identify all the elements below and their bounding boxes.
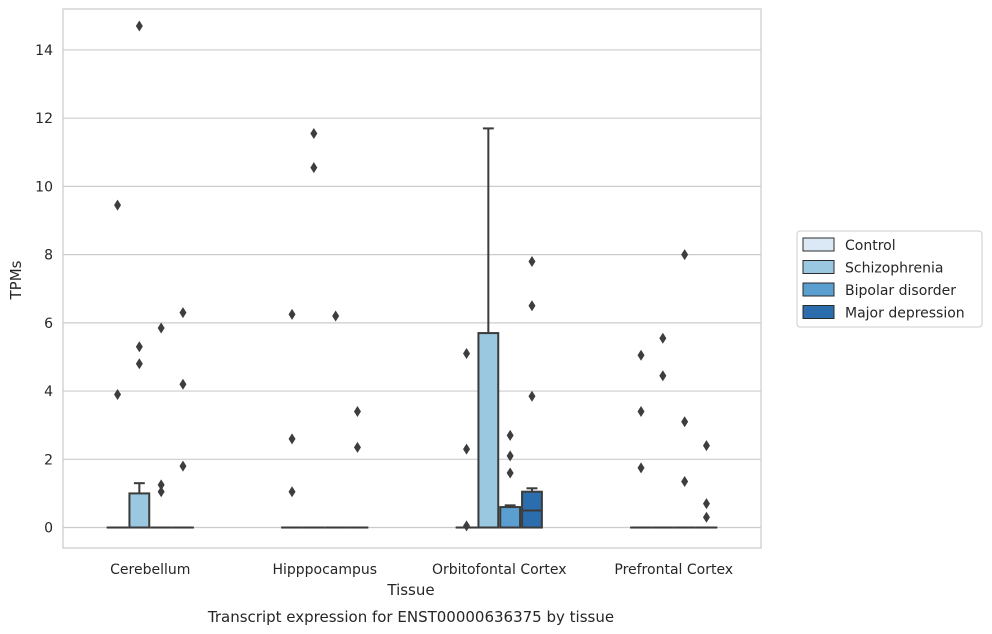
outlier-point bbox=[157, 322, 165, 334]
outlier-point bbox=[135, 20, 143, 32]
outlier-point bbox=[681, 475, 689, 487]
outlier-point bbox=[463, 348, 471, 360]
outlier-point bbox=[353, 406, 361, 418]
legend-label: Major depression bbox=[845, 306, 965, 322]
y-tick-label: 4 bbox=[44, 384, 53, 400]
outlier-point bbox=[332, 310, 340, 322]
box-body bbox=[477, 332, 500, 529]
outlier-point bbox=[288, 486, 296, 498]
y-tick-label: 10 bbox=[35, 179, 53, 195]
outlier-point bbox=[528, 255, 536, 267]
outlier-point bbox=[157, 479, 165, 491]
outlier-point bbox=[353, 441, 361, 453]
outlier-points bbox=[114, 20, 710, 532]
outlier-point bbox=[463, 520, 471, 532]
y-tick-label: 2 bbox=[44, 452, 53, 468]
outlier-point bbox=[179, 307, 187, 319]
y-tick-label: 0 bbox=[44, 521, 53, 537]
legend-frame bbox=[796, 230, 983, 328]
outlier-point bbox=[659, 370, 667, 382]
box-2-3 bbox=[521, 487, 543, 529]
y-tick-labels: 0 2 4 6 8 10 12 14 bbox=[35, 43, 53, 537]
outlier-point bbox=[528, 390, 536, 402]
x-tick-label: Hipppocampus bbox=[272, 562, 377, 578]
outlier-point bbox=[659, 332, 667, 344]
x-axis-title: Tissue bbox=[386, 581, 434, 599]
box-2-1 bbox=[477, 127, 500, 529]
y-tick-label: 14 bbox=[35, 43, 53, 59]
outlier-point bbox=[506, 429, 514, 441]
outlier-point bbox=[681, 416, 689, 428]
y-tick-label: 12 bbox=[35, 111, 53, 127]
legend-label: Schizophrenia bbox=[845, 261, 943, 277]
y-axis-title: TPMs bbox=[7, 260, 25, 300]
outlier-point bbox=[637, 462, 645, 474]
outlier-point bbox=[702, 498, 710, 510]
outlier-point bbox=[463, 443, 471, 455]
outlier-point bbox=[681, 249, 689, 261]
outlier-point bbox=[637, 349, 645, 361]
outlier-point bbox=[288, 433, 296, 445]
outlier-point bbox=[702, 440, 710, 452]
x-tick-labels: Cerebellum Hipppocampus Orbitofontal Corte… bbox=[110, 562, 733, 578]
x-tick-label: Orbitofontal Cortex bbox=[432, 562, 567, 578]
outlier-point bbox=[310, 162, 318, 174]
boxes bbox=[106, 127, 718, 529]
x-tick-label: Prefrontal Cortex bbox=[614, 562, 733, 578]
outlier-point bbox=[506, 467, 514, 479]
legend-swatch bbox=[802, 282, 835, 297]
legend: Control Schizophrenia Bipolar disorder Majo… bbox=[796, 230, 983, 328]
chart-caption: Transcript expression for ENST0000063637… bbox=[207, 608, 614, 626]
outlier-point bbox=[506, 450, 514, 462]
outlier-point bbox=[114, 388, 122, 400]
box-body bbox=[128, 492, 151, 529]
legend-label: Bipolar disorder bbox=[845, 283, 956, 299]
box-body bbox=[499, 506, 522, 529]
legend-swatch bbox=[802, 237, 835, 252]
outlier-point bbox=[288, 308, 296, 320]
outlier-point bbox=[135, 358, 143, 370]
box-2-2 bbox=[499, 504, 522, 529]
outlier-point bbox=[310, 128, 318, 140]
plot-area-frame bbox=[62, 8, 762, 549]
outlier-point bbox=[114, 199, 122, 211]
outlier-point bbox=[702, 511, 710, 523]
grid-lines bbox=[63, 49, 761, 529]
outlier-point bbox=[528, 300, 536, 312]
outlier-point bbox=[179, 378, 187, 390]
outlier-point bbox=[637, 406, 645, 418]
box-0-1 bbox=[128, 482, 151, 529]
legend-label: Control bbox=[845, 238, 896, 254]
outlier-point bbox=[179, 460, 187, 472]
x-tick-label: Cerebellum bbox=[110, 562, 190, 578]
legend-swatch bbox=[802, 305, 835, 319]
y-tick-label: 6 bbox=[44, 316, 53, 332]
outlier-point bbox=[157, 486, 165, 498]
legend-swatch bbox=[802, 260, 835, 274]
outlier-point bbox=[135, 341, 143, 353]
y-tick-label: 8 bbox=[44, 248, 53, 264]
